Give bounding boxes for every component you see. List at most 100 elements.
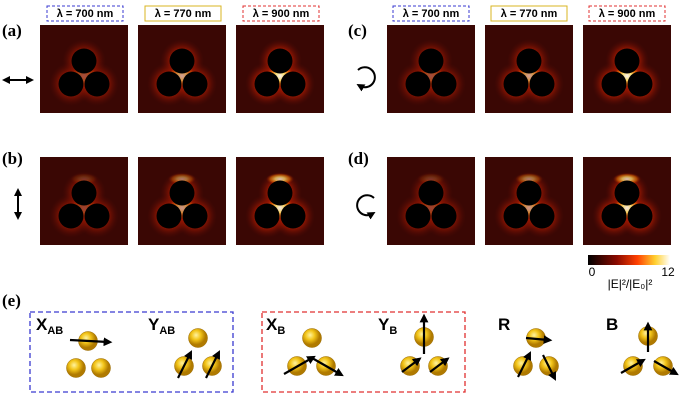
- mode-sub: AB: [159, 325, 175, 337]
- dipole-arrow: [517, 351, 531, 378]
- hotspot: [417, 173, 445, 185]
- field-map: [485, 25, 573, 113]
- sphere: [188, 328, 208, 348]
- particle: [182, 203, 208, 229]
- sphere: [91, 358, 111, 378]
- dipole-arrow: [620, 358, 646, 374]
- dipole-arrow: [401, 357, 422, 373]
- header-box: [392, 5, 470, 22]
- circular-r-icon: [356, 66, 376, 92]
- particle: [71, 180, 97, 206]
- field-map: [583, 157, 671, 245]
- mode-sub: B: [277, 325, 285, 337]
- particle: [156, 203, 182, 229]
- mode-label: R: [498, 315, 510, 334]
- particle: [58, 203, 84, 229]
- field-map: [387, 157, 475, 245]
- colorbar: [588, 255, 670, 265]
- dipole-arrow: [283, 355, 316, 375]
- particle: [156, 71, 182, 97]
- panel-label: (c): [348, 21, 367, 40]
- header-box: [144, 5, 222, 22]
- wavelength: λ = 700 nm: [57, 8, 114, 20]
- particle: [267, 48, 293, 74]
- field-map: [138, 157, 226, 245]
- colorbar-label: |E|²/|E₀|²: [608, 277, 653, 291]
- panel-label: (d): [348, 149, 369, 168]
- header-box: [490, 5, 568, 22]
- particle: [431, 203, 457, 229]
- particle: [58, 71, 84, 97]
- wavelength: λ = 770 nm: [155, 8, 212, 20]
- particle: [84, 203, 110, 229]
- particle: [182, 71, 208, 97]
- particle: [627, 203, 653, 229]
- panel-label: (a): [2, 21, 22, 40]
- field-maps: [40, 25, 671, 245]
- wavelength: λ = 700 nm: [403, 8, 460, 20]
- particle: [614, 180, 640, 206]
- mode-label: YAB: [148, 315, 175, 336]
- particle: [418, 180, 444, 206]
- field-map: [236, 25, 324, 113]
- hotspot: [515, 173, 543, 185]
- particle: [405, 203, 431, 229]
- dipole-arrow: [429, 357, 450, 373]
- dipole-arrow: [542, 354, 556, 381]
- field-map: [40, 25, 128, 113]
- modes: XAB YAB XB YB R B: [36, 313, 679, 381]
- mode-main: Y: [148, 315, 160, 334]
- particle: [267, 180, 293, 206]
- header-box: [588, 5, 666, 22]
- dipole-arrow: [311, 357, 344, 377]
- mode-label: XB: [266, 315, 285, 336]
- wavelength: λ = 900 nm: [599, 8, 656, 20]
- wavelength: λ = 770 nm: [501, 8, 558, 20]
- field-map: [485, 157, 573, 245]
- circular-l-icon: [356, 194, 376, 220]
- mode-main: X: [36, 315, 48, 334]
- dipole-arrow: [205, 350, 220, 379]
- dipole-arrow: [177, 350, 192, 379]
- particle: [405, 71, 431, 97]
- colorbar-max: 12: [661, 265, 675, 279]
- panel-label: (b): [2, 149, 23, 168]
- hotspot: [266, 173, 294, 185]
- dipole-arrow: [653, 360, 679, 376]
- hotspot: [613, 173, 641, 185]
- particle: [529, 71, 555, 97]
- particle: [169, 48, 195, 74]
- particle: [614, 48, 640, 74]
- particle: [503, 203, 529, 229]
- mode-sub: B: [389, 325, 397, 337]
- dipole-arrow: [525, 335, 553, 344]
- sphere: [302, 328, 322, 348]
- panel-label: (e): [2, 291, 21, 310]
- polarization-icons: [2, 66, 376, 220]
- particle: [516, 180, 542, 206]
- dipole-arrow: [69, 337, 113, 347]
- particle: [254, 71, 280, 97]
- mode-label: XAB: [36, 315, 63, 336]
- field-map: [40, 157, 128, 245]
- particle: [71, 48, 97, 74]
- particle: [169, 180, 195, 206]
- colorbar-min: 0: [589, 265, 596, 279]
- header-box: [46, 5, 124, 22]
- mode-sub: AB: [47, 325, 63, 337]
- particle: [431, 71, 457, 97]
- field-map: [387, 25, 475, 113]
- particle: [280, 71, 306, 97]
- particle: [529, 203, 555, 229]
- wavelength-headers: λ = 700 nm λ = 770 nm λ = 900 nm λ = 700…: [46, 5, 666, 22]
- mode-label: B: [606, 315, 618, 334]
- particle: [601, 71, 627, 97]
- mode-main: B: [606, 315, 618, 334]
- particle: [254, 203, 280, 229]
- field-map: [138, 25, 226, 113]
- mode-main: Y: [378, 315, 390, 334]
- group-box: [261, 311, 466, 393]
- wavelength: λ = 900 nm: [253, 8, 310, 20]
- header-box: [242, 5, 320, 22]
